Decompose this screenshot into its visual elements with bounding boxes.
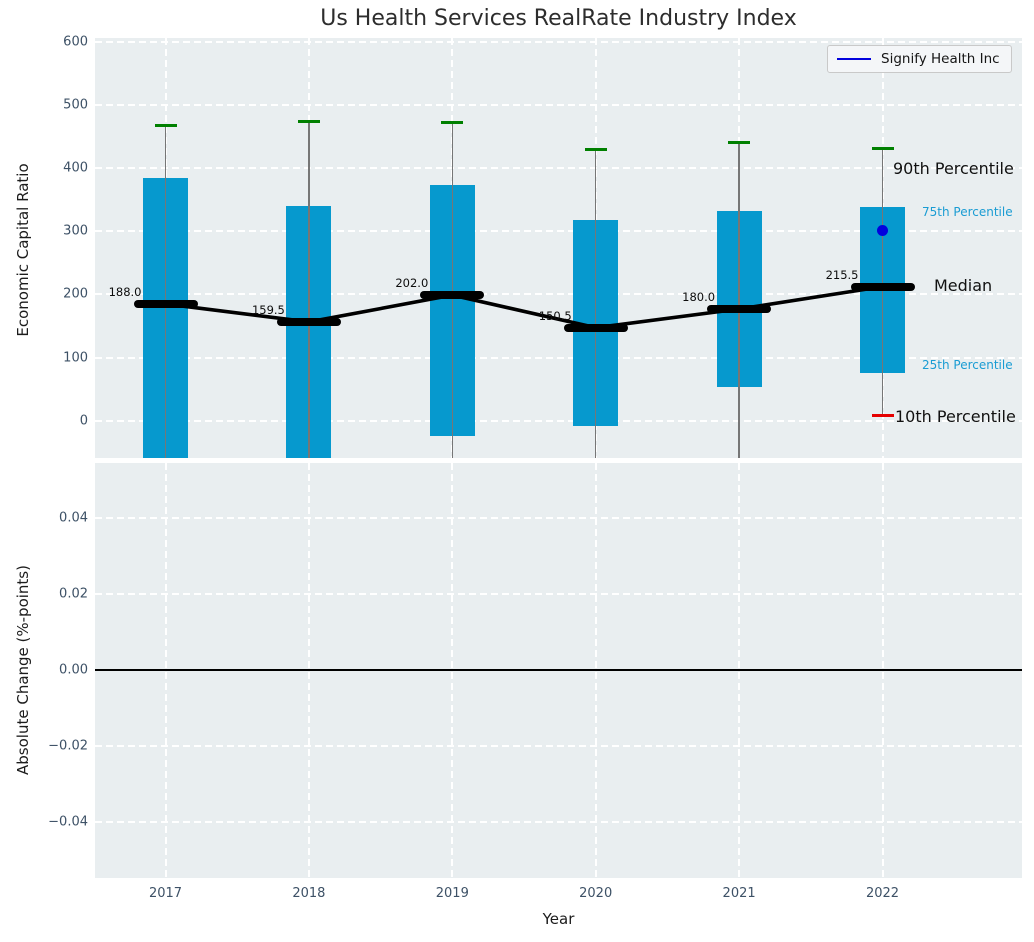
bottom-y-tick-label: 0.00 — [36, 663, 88, 678]
x-axis-label: Year — [95, 910, 1022, 928]
annotation-10th-percentile: 10th Percentile — [895, 407, 1016, 426]
legend-label: Signify Health Inc — [881, 51, 1000, 67]
median-value-label: 202.0 — [395, 276, 428, 290]
chart-title: Us Health Services RealRate Industry Ind… — [95, 6, 1022, 31]
median-marker — [134, 300, 198, 308]
x-tick-label: 2019 — [412, 886, 492, 901]
bottom-y-tick-label: −0.04 — [36, 815, 88, 830]
median-value-label: 188.0 — [109, 285, 142, 299]
top-panel: 188.0 159.5 202.0 150.5 180.0 215.5 90th Perce… — [95, 38, 1022, 458]
median-marker — [851, 283, 915, 291]
annotation-90th-percentile: 90th Percentile — [893, 159, 1014, 178]
median-value-label: 215.5 — [826, 268, 859, 282]
top-y-axis-label: Economic Capital Ratio — [14, 163, 32, 336]
x-tick-label: 2017 — [126, 886, 206, 901]
bottom-y-axis-label: Absolute Change (%-points) — [14, 565, 32, 775]
legend-line-swatch — [837, 58, 871, 61]
company-point — [877, 225, 888, 236]
x-tick-label: 2021 — [699, 886, 779, 901]
median-value-label: 159.5 — [252, 303, 285, 317]
annotation-75th-percentile: 75th Percentile — [922, 205, 1013, 219]
top-y-tick-label: 300 — [36, 224, 88, 239]
zero-line — [95, 669, 1022, 671]
top-y-tick-label: 600 — [36, 35, 88, 50]
top-y-tick-label: 100 — [36, 350, 88, 365]
median-marker — [564, 324, 628, 332]
x-tick-label: 2020 — [556, 886, 636, 901]
bottom-panel — [95, 463, 1022, 878]
x-tick-label: 2018 — [269, 886, 349, 901]
top-y-tick-label: 200 — [36, 287, 88, 302]
bottom-y-tick-label: 0.02 — [36, 587, 88, 602]
legend: Signify Health Inc — [827, 45, 1012, 73]
bottom-y-tick-label: −0.02 — [36, 739, 88, 754]
bottom-y-tick-label: 0.04 — [36, 511, 88, 526]
median-value-label: 180.0 — [682, 290, 715, 304]
median-trend-line — [95, 38, 1022, 458]
median-value-label: 150.5 — [539, 309, 572, 323]
figure: Us Health Services RealRate Industry Ind… — [0, 0, 1034, 942]
median-marker — [707, 305, 771, 313]
median-marker — [277, 318, 341, 326]
top-y-tick-label: 400 — [36, 161, 88, 176]
top-y-tick-label: 0 — [36, 413, 88, 428]
x-tick-label: 2022 — [843, 886, 923, 901]
median-marker — [420, 291, 484, 299]
annotation-25th-percentile: 25th Percentile — [922, 358, 1013, 372]
top-y-tick-label: 500 — [36, 98, 88, 113]
annotation-median: Median — [934, 276, 992, 295]
